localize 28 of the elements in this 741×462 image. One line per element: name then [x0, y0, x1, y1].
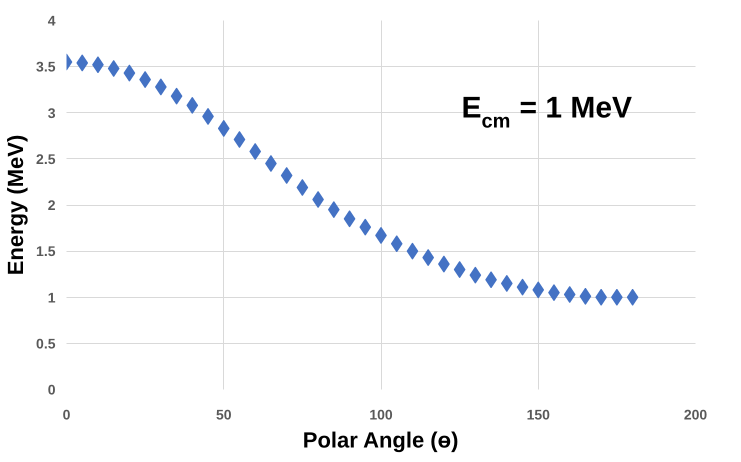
y-tick-label: 1.5 [36, 243, 56, 260]
point [564, 286, 576, 303]
y-axis-title: Energy (MeV) [3, 134, 28, 276]
point [249, 142, 262, 160]
x-tick-label: 50 [216, 406, 232, 422]
point [108, 60, 120, 77]
point [76, 54, 88, 72]
y-tick-label: 0.5 [36, 335, 56, 352]
y-tick-label: 0 [48, 382, 56, 398]
y-tick-label: 4 [48, 12, 56, 28]
x-tick-label: 100 [369, 406, 393, 422]
x-tick-label: 150 [526, 406, 550, 422]
y-tick-label: 1 [48, 289, 56, 306]
point [218, 120, 230, 137]
y-tick-label: 2.5 [36, 150, 56, 167]
point [532, 281, 544, 298]
y-tick-label: 2 [48, 197, 56, 213]
point [422, 249, 434, 266]
point [390, 235, 403, 252]
point [359, 218, 372, 236]
point [186, 96, 198, 114]
point [328, 201, 340, 218]
x-tick-label: 200 [684, 406, 708, 422]
x-axis-title: Polar Angle (ɵ) [302, 428, 458, 452]
x-tick-label: 0 [62, 406, 71, 422]
y-tick-label: 3 [48, 104, 56, 121]
point [500, 274, 513, 292]
y-tick-label: 3.5 [36, 58, 56, 75]
